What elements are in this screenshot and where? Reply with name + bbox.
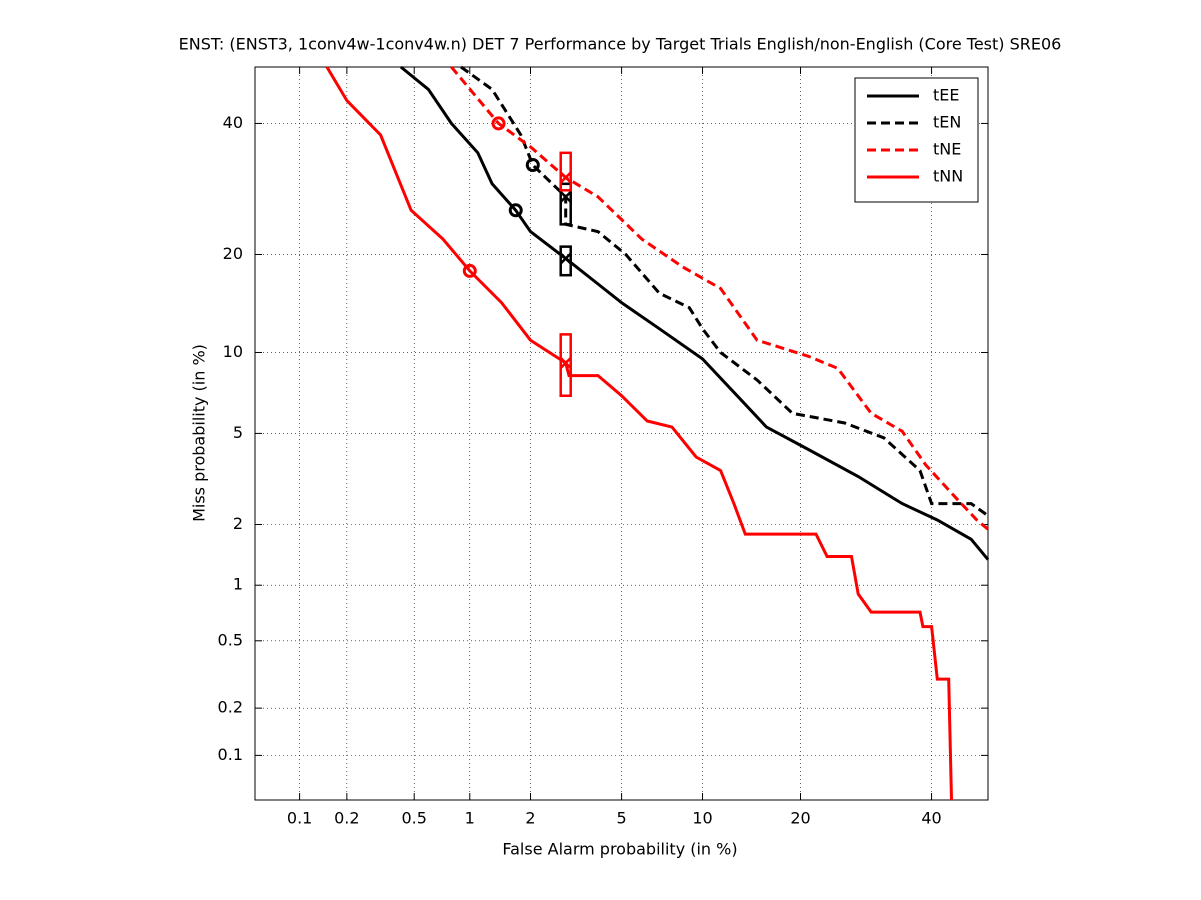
legend-label: tNE: [933, 140, 961, 159]
x-tick-label: 0.1: [287, 809, 312, 828]
x-tick-label: 40: [921, 809, 941, 828]
x-tick-label: 1: [465, 809, 475, 828]
plot-frame: [254, 66, 989, 801]
y-tick-label: 1: [233, 575, 243, 594]
x-tick-label: 0.5: [401, 809, 426, 828]
y-tick-label: 0.5: [218, 630, 243, 649]
min-point: [462, 263, 477, 278]
y-tick-label: 10: [223, 342, 243, 361]
y-tick-label: 0.1: [218, 745, 243, 764]
actual-point: [559, 252, 572, 265]
y-tick-label: 20: [223, 244, 243, 263]
chart-title: ENST: (ENST3, 1conv4w-1conv4w.n) DET 7 P…: [179, 35, 1062, 54]
y-tick-label: 5: [233, 423, 243, 442]
y-axis-label: Miss probability (in %): [190, 344, 209, 522]
min-point: [508, 203, 523, 218]
legend-label: tEE: [933, 86, 960, 105]
actual-box: [559, 333, 572, 397]
min-point: [525, 157, 540, 172]
actual-box: [559, 151, 572, 192]
det-curve: [460, 65, 989, 517]
x-tick-label: 0.2: [334, 809, 359, 828]
actual-point: [559, 357, 572, 369]
actual-box: [559, 182, 572, 226]
x-tick-label: 5: [616, 809, 626, 828]
legend-box: [854, 77, 979, 203]
y-tick-label: 2: [233, 514, 243, 533]
x-tick-label: 2: [525, 809, 535, 828]
min-point: [491, 116, 506, 131]
det-curve: [399, 65, 990, 561]
x-tick-label: 20: [790, 809, 810, 828]
x-axis-label: False Alarm probability (in %): [502, 840, 737, 859]
actual-point: [559, 171, 572, 184]
y-tick-label: 40: [223, 113, 243, 132]
actual-point: [559, 190, 572, 203]
det-curve: [450, 66, 989, 531]
legend-label: tEN: [933, 113, 961, 132]
x-tick-label: 10: [692, 809, 712, 828]
y-tick-label: 0.2: [218, 698, 243, 717]
legend-label: tNN: [933, 167, 963, 186]
actual-box: [559, 245, 572, 277]
